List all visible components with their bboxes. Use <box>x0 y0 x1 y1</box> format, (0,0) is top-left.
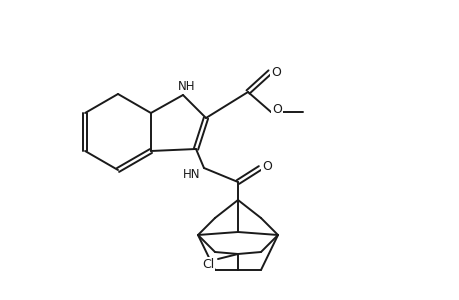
Text: O: O <box>262 160 271 172</box>
Text: NH: NH <box>178 80 196 92</box>
Text: Cl: Cl <box>202 257 213 271</box>
Text: HN: HN <box>183 169 200 182</box>
Text: O: O <box>271 103 281 116</box>
Text: O: O <box>270 65 280 79</box>
